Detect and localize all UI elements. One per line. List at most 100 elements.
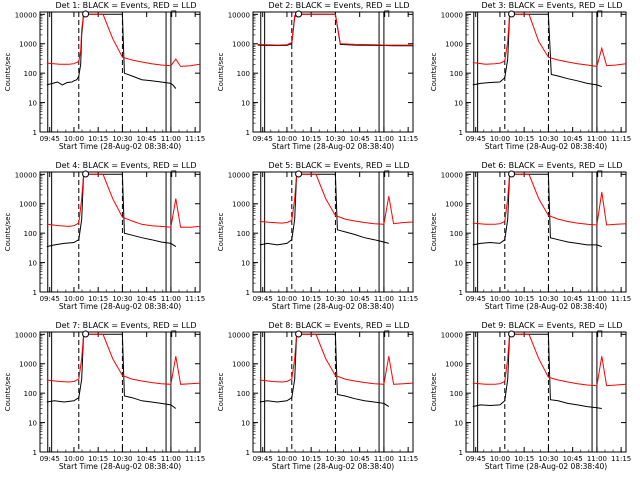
lld-series-line [472, 173, 626, 226]
lld-series-line [259, 333, 413, 385]
y-tick-label: 1000 [232, 201, 250, 209]
y-axis-label: Counts/sec [4, 373, 12, 412]
x-tick-label: 10:30 [538, 135, 558, 143]
attenuator-glyph-marker: Π [596, 170, 603, 180]
panel-title: Det 9: BLACK = Events, RED = LLD [482, 321, 623, 330]
y-tick-label: 100 [24, 70, 37, 78]
y-tick-label: 1 [246, 289, 250, 297]
y-tick-label: 10 [454, 260, 463, 268]
y-tick-label: 1000 [19, 41, 37, 49]
events-series-line [472, 173, 602, 248]
y-tick-label: 1000 [445, 361, 463, 369]
x-tick-label: 10:30 [112, 295, 132, 303]
series-group [472, 173, 626, 248]
y-tick-label: 100 [24, 230, 37, 238]
x-tick-label: 10:15 [88, 455, 108, 463]
x-tick-label: 10:30 [538, 295, 558, 303]
x-tick-label: 09:45 [466, 455, 486, 463]
x-tick-label: 10:30 [112, 135, 132, 143]
lld-series-line [46, 13, 200, 67]
x-tick-label: 09:45 [40, 295, 60, 303]
x-tick-label: 10:15 [514, 455, 534, 463]
y-tick-label: 1000 [19, 201, 37, 209]
x-tick-label: 11:00 [161, 295, 181, 303]
y-axis-label: Counts/sec [4, 213, 12, 252]
y-tick-label: 10 [454, 420, 463, 428]
detector-panel: 1 10 100 1000 10000 09:45 10:00 10:15 10:30 10:45… [430, 1, 631, 151]
x-tick-label: 10:15 [301, 455, 321, 463]
attenuator-glyph-marker: Π [596, 10, 603, 20]
events-series-line [472, 333, 602, 409]
x-tick-label: 10:15 [88, 295, 108, 303]
plot-frame [465, 11, 627, 133]
x-tick-label: 10:30 [325, 135, 345, 143]
x-tick-label: 11:15 [185, 295, 205, 303]
y-tick-label: 1000 [232, 361, 250, 369]
detector-panel: 1 10 100 1000 10000 09:45 10:00 10:15 10:30 10:45… [430, 321, 631, 471]
attenuator-circle-marker [82, 330, 90, 338]
x-tick-label: 11:15 [611, 135, 631, 143]
x-tick-label: 10:00 [490, 295, 510, 303]
x-tick-label: 11:15 [611, 455, 631, 463]
x-tick-label: 10:45 [137, 135, 157, 143]
y-tick-label: 1 [246, 449, 250, 457]
attenuator-circle-marker [295, 330, 303, 338]
x-tick-label: 10:45 [350, 135, 370, 143]
y-tick-label: 1000 [445, 201, 463, 209]
y-axis-label: Counts/sec [430, 373, 438, 412]
y-tick-label: 1000 [445, 41, 463, 49]
x-tick-label: 10:00 [64, 135, 84, 143]
x-tick-label: 10:45 [350, 455, 370, 463]
y-tick-label: 100 [237, 390, 250, 398]
x-tick-label: 11:15 [185, 135, 205, 143]
attenuator-glyph-marker: Π [170, 330, 177, 340]
series-group [46, 13, 200, 89]
x-tick-label: 11:15 [398, 295, 418, 303]
x-tick-label: 11:15 [398, 455, 418, 463]
panel-title: Det 3: BLACK = Events, RED = LLD [482, 1, 623, 10]
x-axis-label: Start Time (28-Aug-02 08:38:40) [272, 142, 394, 151]
y-tick-label: 10 [28, 260, 37, 268]
x-tick-label: 10:15 [301, 135, 321, 143]
panel-title: Det 5: BLACK = Events, RED = LLD [269, 161, 410, 170]
x-tick-label: 09:45 [253, 455, 273, 463]
x-tick-label: 11:00 [374, 135, 394, 143]
y-tick-label: 1 [459, 129, 463, 137]
y-tick-label: 10 [28, 420, 37, 428]
panel-title: Det 8: BLACK = Events, RED = LLD [269, 321, 410, 330]
attenuator-circle-marker [295, 10, 303, 18]
series-group [259, 333, 413, 408]
x-tick-label: 11:00 [161, 455, 181, 463]
x-axis-label: Start Time (28-Aug-02 08:38:40) [59, 142, 181, 151]
y-tick-label: 10 [241, 260, 250, 268]
x-tick-label: 11:00 [374, 295, 394, 303]
series-group [259, 173, 413, 246]
lld-series-line [46, 333, 200, 385]
detector-panel: 1 10 100 1000 10000 09:45 10:00 10:15 10:30 10:45… [4, 1, 205, 151]
y-tick-label: 10000 [15, 331, 37, 339]
events-series-line [46, 173, 177, 248]
x-tick-label: 09:45 [466, 135, 486, 143]
plot-frame [465, 171, 627, 293]
x-tick-label: 10:45 [350, 295, 370, 303]
series-group [257, 13, 413, 47]
detector-panel: 1 10 100 1000 10000 09:45 10:00 10:15 10:30 10:45… [430, 161, 631, 311]
attenuator-circle-marker [82, 10, 90, 18]
y-tick-label: 100 [237, 70, 250, 78]
detector-panel: 1 10 100 1000 10000 09:45 10:00 10:15 10:30 10:45… [217, 321, 418, 471]
y-tick-label: 10000 [441, 171, 463, 179]
x-tick-label: 10:45 [563, 295, 583, 303]
attenuator-glyph-marker: Π [170, 170, 177, 180]
lld-series-line [472, 13, 626, 67]
detector-panel: 1 10 100 1000 10000 09:45 10:00 10:15 10:30 10:45… [217, 1, 418, 151]
plot-frame [252, 171, 414, 293]
series-group [472, 13, 626, 88]
events-series-line [259, 333, 390, 408]
x-tick-label: 10:15 [301, 295, 321, 303]
x-tick-label: 10:00 [277, 135, 297, 143]
x-axis-label: Start Time (28-Aug-02 08:38:40) [272, 462, 394, 471]
y-tick-label: 10 [28, 100, 37, 108]
panel-title: Det 1: BLACK = Events, RED = LLD [56, 1, 197, 10]
x-tick-label: 09:45 [253, 295, 273, 303]
